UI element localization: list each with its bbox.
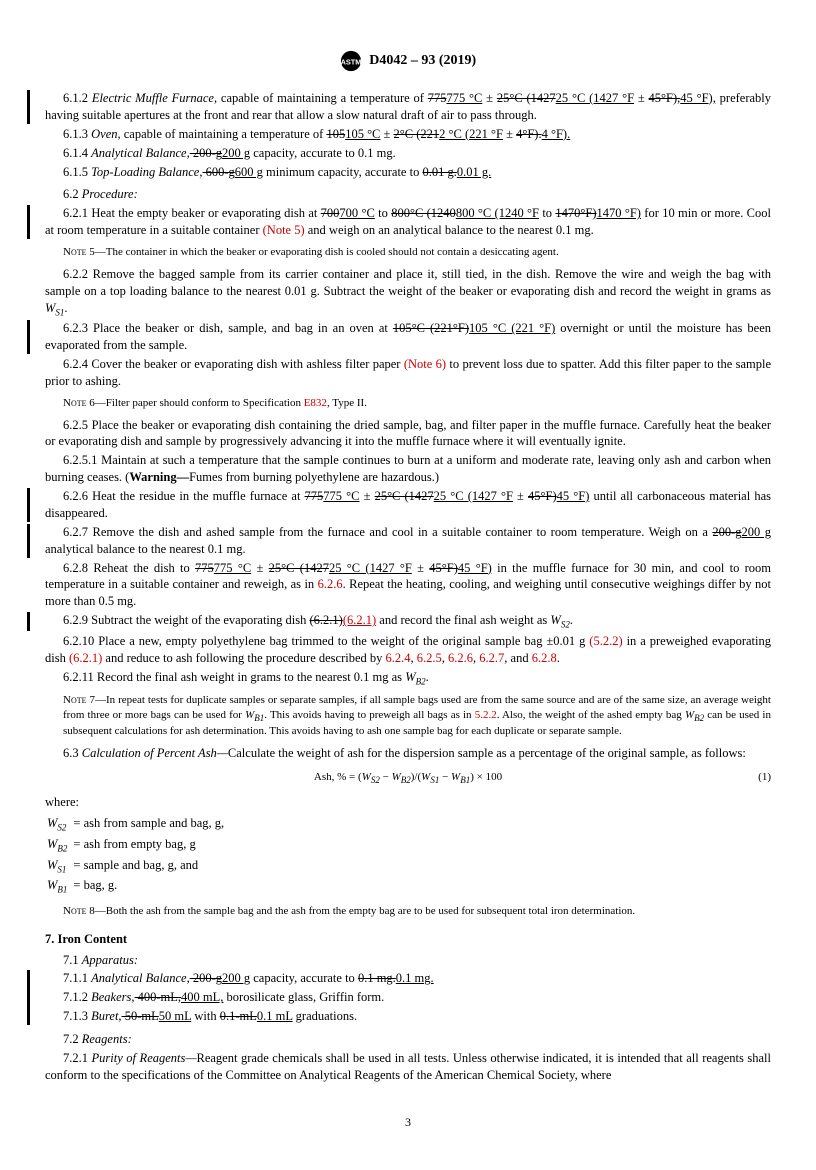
page-number: 3	[45, 1114, 771, 1130]
para-6-2-6: 6.2.6 Heat the residue in the muffle fur…	[45, 488, 771, 522]
note-5: Note 5—The container in which the beaker…	[63, 245, 771, 260]
para-7-1: 7.1 Apparatus:	[45, 952, 771, 969]
para-6-2-9: 6.2.9 Subtract the weight of the evapora…	[45, 612, 771, 631]
para-6-2-1: 6.2.1 Heat the empty beaker or evaporati…	[45, 205, 771, 239]
para-6-1-2: 6.1.2 Electric Muffle Furnace, capable o…	[45, 90, 771, 124]
para-7-1-2: 7.1.2 Beakers, 400-mL,400 mL, borosilica…	[45, 989, 771, 1006]
para-6-2-3: 6.2.3 Place the beaker or dish, sample, …	[45, 320, 771, 354]
note-6: Note 6—Filter paper should conform to Sp…	[63, 396, 771, 411]
para-6-2-11: 6.2.11 Record the final ash weight in gr…	[45, 669, 771, 688]
para-6-1-4: 6.1.4 Analytical Balance, 200-g200 g cap…	[45, 145, 771, 162]
para-7-2: 7.2 Reagents:	[45, 1031, 771, 1048]
para-7-2-1: 7.2.1 Purity of Reagents—Reagent grade c…	[45, 1050, 771, 1084]
para-7-1-1: 7.1.1 Analytical Balance, 200-g200 g cap…	[45, 970, 771, 987]
astm-logo-icon: ASTM	[340, 50, 362, 72]
para-6-3: 6.3 Calculation of Percent Ash—Calculate…	[45, 745, 771, 762]
para-6-2: 6.2 Procedure:	[45, 186, 771, 203]
para-6-2-5: 6.2.5 Place the beaker or evaporating di…	[45, 417, 771, 451]
where-definitions: WS2= ash from sample and bag, g, WB2= as…	[45, 813, 230, 898]
para-6-2-2: 6.2.2 Remove the bagged sample from its …	[45, 266, 771, 318]
para-6-2-10: 6.2.10 Place a new, empty polyethylene b…	[45, 633, 771, 667]
para-6-1-5: 6.1.5 Top-Loading Balance, 600-g600 g mi…	[45, 164, 771, 181]
para-6-2-5-1: 6.2.5.1 Maintain at such a temperature t…	[45, 452, 771, 486]
para-6-2-4: 6.2.4 Cover the beaker or evaporating di…	[45, 356, 771, 390]
page-header: ASTM D4042 – 93 (2019)	[45, 50, 771, 72]
designation-text: D4042 – 93 (2019)	[369, 53, 476, 68]
para-6-2-7: 6.2.7 Remove the dish and ashed sample f…	[45, 524, 771, 558]
para-7-1-3: 7.1.3 Buret, 50-mL50 mL with 0.1-mL0.1 m…	[45, 1008, 771, 1025]
where-label: where:	[45, 794, 771, 811]
equation-1: Ash, % = (WS2 − WB2)/(WS1 − WB1) × 100 (…	[45, 770, 771, 786]
note-7: Note 7—In repeat tests for duplicate sam…	[63, 693, 771, 739]
note-8: Note 8—Both the ash from the sample bag …	[63, 904, 771, 919]
para-6-1-3: 6.1.3 Oven, capable of maintaining a tem…	[45, 126, 771, 143]
svg-text:ASTM: ASTM	[340, 58, 361, 67]
para-6-2-8: 6.2.8 Reheat the dish to 775775 °C ± 25°…	[45, 560, 771, 611]
section-7-heading: 7. Iron Content	[45, 931, 771, 948]
